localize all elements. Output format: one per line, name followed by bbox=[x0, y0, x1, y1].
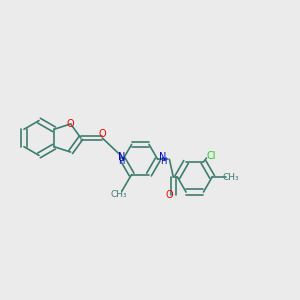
Text: Cl: Cl bbox=[207, 151, 216, 160]
Text: H: H bbox=[160, 157, 166, 166]
Text: O: O bbox=[166, 190, 173, 200]
Text: N: N bbox=[159, 152, 167, 162]
Text: O: O bbox=[67, 119, 74, 129]
Text: CH₃: CH₃ bbox=[223, 172, 239, 182]
Text: N: N bbox=[118, 152, 125, 162]
Text: O: O bbox=[98, 129, 106, 140]
Text: CH₃: CH₃ bbox=[111, 190, 127, 199]
Text: H: H bbox=[118, 157, 124, 166]
